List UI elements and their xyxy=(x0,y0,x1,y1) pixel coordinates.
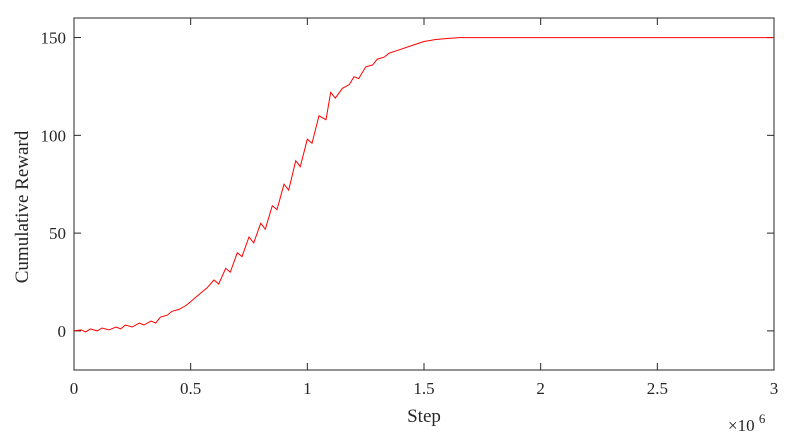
x-tick-label: 2.5 xyxy=(647,379,668,398)
series-line xyxy=(73,37,774,333)
y-axis-label: Cumulative Reward xyxy=(12,130,33,283)
x-tick-label: 0 xyxy=(70,379,79,398)
series-layer xyxy=(73,37,774,333)
x-axis-exponent-power: 6 xyxy=(759,411,766,426)
plot-area xyxy=(73,17,775,371)
x-axis-label: Step xyxy=(407,406,441,427)
x-axis-exponent: ×10 6 xyxy=(728,411,766,435)
y-tick-label: 100 xyxy=(41,126,67,145)
x-tick-label: 0.5 xyxy=(180,379,201,398)
x-tick-label: 2 xyxy=(536,379,545,398)
x-tick-label: 3 xyxy=(770,379,779,398)
y-ticks: 0 50 100 150 xyxy=(41,29,774,341)
x-tick-label: 1.5 xyxy=(413,379,434,398)
y-tick-label: 0 xyxy=(58,322,67,341)
x-axis-exponent-base: ×10 xyxy=(728,416,755,435)
y-tick-label: 150 xyxy=(41,29,67,48)
x-tick-label: 1 xyxy=(303,379,312,398)
y-tick-label: 50 xyxy=(49,224,66,243)
x-ticks: 0 0.5 1 1.5 2 2.5 3 xyxy=(70,18,779,398)
